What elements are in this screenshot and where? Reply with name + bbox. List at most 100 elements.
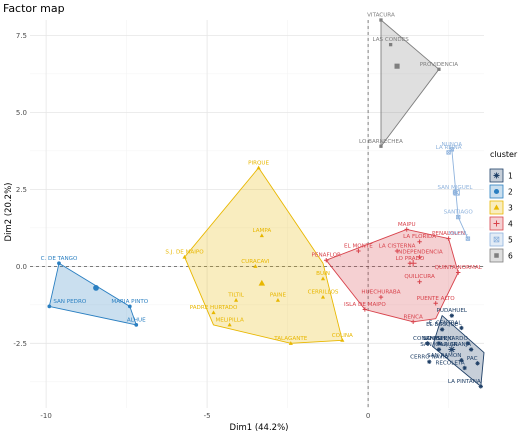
- point-label: CERRILLOS: [308, 290, 339, 296]
- cluster-points: [47, 18, 483, 389]
- marker-shape: [478, 384, 483, 389]
- point-label: PAINE: [270, 293, 287, 299]
- marker-shape: [449, 147, 454, 152]
- cluster-centroid-1: [448, 346, 456, 353]
- marker-shape: [256, 165, 261, 170]
- point-label: ISLA DE MAIPO: [344, 302, 386, 308]
- legend-symbol-6: [494, 253, 499, 258]
- marker-shape: [446, 150, 451, 155]
- marker-shape: [253, 264, 258, 268]
- marker-shape: [493, 236, 500, 243]
- point-label: LO ESPEJO: [424, 336, 454, 342]
- cluster-hulls: [48, 19, 485, 387]
- marker-shape: [493, 188, 500, 195]
- point-marker: [320, 294, 326, 299]
- y-tick-label: 5.0: [16, 109, 27, 117]
- marker-shape: [449, 313, 455, 318]
- point-marker: [47, 304, 52, 309]
- point-label: SANTIAGO: [444, 210, 474, 216]
- point-marker: [436, 347, 442, 352]
- point-marker: [439, 327, 445, 332]
- cluster-hull-2: [48, 262, 137, 326]
- y-tick-label: -2.5: [13, 340, 27, 348]
- point-marker: [404, 227, 409, 232]
- marker-shape: [258, 279, 266, 286]
- legend-label-3: 3: [508, 204, 513, 213]
- point-label: LO PRADO: [396, 256, 425, 262]
- point-marker: [446, 150, 451, 155]
- marker-shape: [448, 346, 456, 353]
- marker-shape: [288, 341, 293, 345]
- marker-shape: [211, 310, 216, 315]
- marker-shape: [388, 42, 393, 47]
- point-marker: [379, 144, 383, 148]
- point-marker: [379, 18, 383, 22]
- marker-shape: [227, 322, 232, 327]
- marker-shape: [362, 307, 368, 312]
- marker-shape: [439, 327, 445, 332]
- point-marker: [465, 341, 471, 346]
- axis-ticks: -10 -5 0 -2.5 0.0 2.5 5.0 7.5: [13, 32, 370, 420]
- point-marker: [437, 67, 441, 71]
- point-label: TILTIL: [227, 293, 244, 299]
- point-marker: [275, 298, 281, 302]
- point-marker: [459, 358, 464, 363]
- point-marker: [388, 42, 393, 47]
- y-axis-title: Dim2 (20.2%): [4, 183, 14, 242]
- point-marker: [417, 279, 422, 284]
- marker-shape: [379, 18, 383, 22]
- point-label: EL MONTE: [344, 243, 373, 249]
- point-marker: [436, 341, 442, 346]
- point-label: MAIPU: [398, 222, 416, 228]
- point-marker: [468, 347, 474, 352]
- legend-label-4: 4: [508, 220, 513, 229]
- marker-shape: [233, 298, 239, 302]
- marker-shape: [394, 63, 400, 69]
- marker-shape: [320, 294, 326, 299]
- point-label: INDEPENDENCIA: [397, 250, 443, 256]
- point-label: SAN RAMON: [427, 353, 461, 359]
- point-label: MELIPILLA: [215, 317, 244, 323]
- legend-title: cluster: [490, 150, 518, 159]
- point-label: PUENTE ALTO: [417, 296, 456, 302]
- point-marker: [410, 319, 416, 324]
- marker-shape: [475, 361, 480, 366]
- marker-shape: [459, 325, 464, 331]
- legend-label-1: 1: [508, 172, 513, 181]
- point-label: LAMPA: [252, 228, 271, 234]
- point-label: CURACAVI: [241, 259, 270, 265]
- marker-shape: [57, 261, 61, 266]
- point-marker: [462, 365, 467, 371]
- marker-shape: [453, 189, 460, 196]
- marker-shape: [379, 144, 383, 148]
- point-label: SAN PEDRO: [53, 299, 87, 305]
- point-label: VITACURA: [367, 13, 395, 19]
- marker-shape: [436, 347, 442, 352]
- point-label: C. DE TANGO: [41, 256, 78, 262]
- point-label: SAN BERNARDO: [423, 336, 469, 342]
- point-marker: [456, 214, 461, 220]
- point-marker: [256, 165, 261, 170]
- legend-symbol-4: [493, 220, 500, 227]
- point-label: QUILICURA: [404, 274, 435, 280]
- chart-title: Factor map: [3, 2, 65, 15]
- marker-shape: [182, 254, 187, 259]
- point-label: MACUL: [448, 231, 469, 237]
- marker-shape: [465, 236, 471, 241]
- marker-shape: [456, 215, 461, 220]
- marker-shape: [425, 341, 430, 346]
- point-marker: [394, 248, 400, 254]
- marker-shape: [436, 341, 442, 346]
- cluster-centroid-6: [394, 63, 400, 69]
- point-label: LAS CONDES: [372, 37, 409, 43]
- cluster-centroid-3: [258, 279, 266, 286]
- point-marker: [449, 313, 455, 318]
- x-tick-label: -5: [204, 412, 211, 420]
- legend-symbol-1: [493, 172, 500, 179]
- marker-shape: [275, 298, 281, 302]
- marker-shape: [465, 341, 471, 346]
- point-label: CONCHALI: [413, 336, 443, 342]
- point-marker: [425, 341, 430, 346]
- point-label: BUIN: [316, 271, 330, 277]
- point-label: PAC: [467, 356, 478, 362]
